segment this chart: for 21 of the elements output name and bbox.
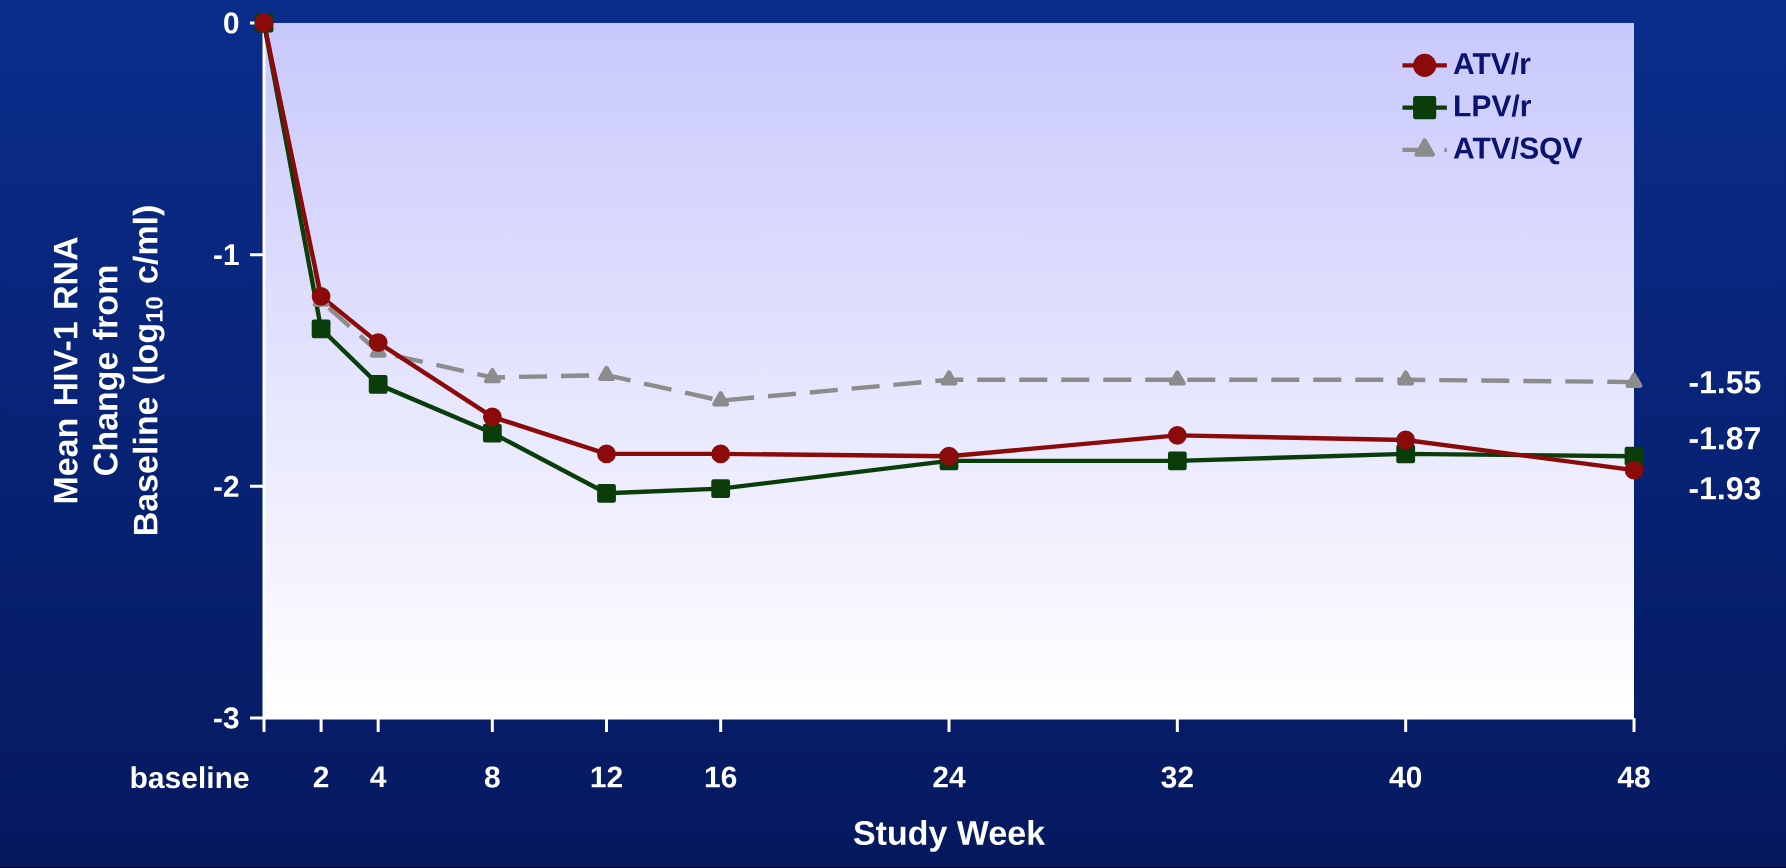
x-tick-label: 16 <box>705 766 737 788</box>
y-tick-label: -1 <box>214 244 239 265</box>
y-tick-label: -2 <box>214 475 239 497</box>
text: baseline <box>131 766 249 789</box>
x-tick-label: 8 <box>484 766 500 788</box>
y-tick-label: 0 <box>224 12 239 34</box>
legend-label: ATV/SQV <box>1453 136 1583 165</box>
x-tick-label: 2 <box>313 766 329 788</box>
legend-label: ATV/r <box>1453 52 1531 75</box>
x-tick-label: 40 <box>1389 766 1422 788</box>
legend-label: LPV/r <box>1455 94 1531 117</box>
x-tick-label: 32 <box>1161 766 1193 788</box>
x-tick-label: 24 <box>933 766 966 788</box>
text: -1.55 <box>1689 371 1761 394</box>
text: -1.87 <box>1689 427 1760 450</box>
y-tick-label: -3 <box>214 707 239 729</box>
text: -1.93 <box>1689 476 1761 500</box>
x-tick-label: 4 <box>370 766 387 788</box>
x-tick-label: 12 <box>591 766 622 788</box>
x-tick-label: 48 <box>1617 766 1650 788</box>
x-axis-title: Study Week <box>853 820 1046 852</box>
